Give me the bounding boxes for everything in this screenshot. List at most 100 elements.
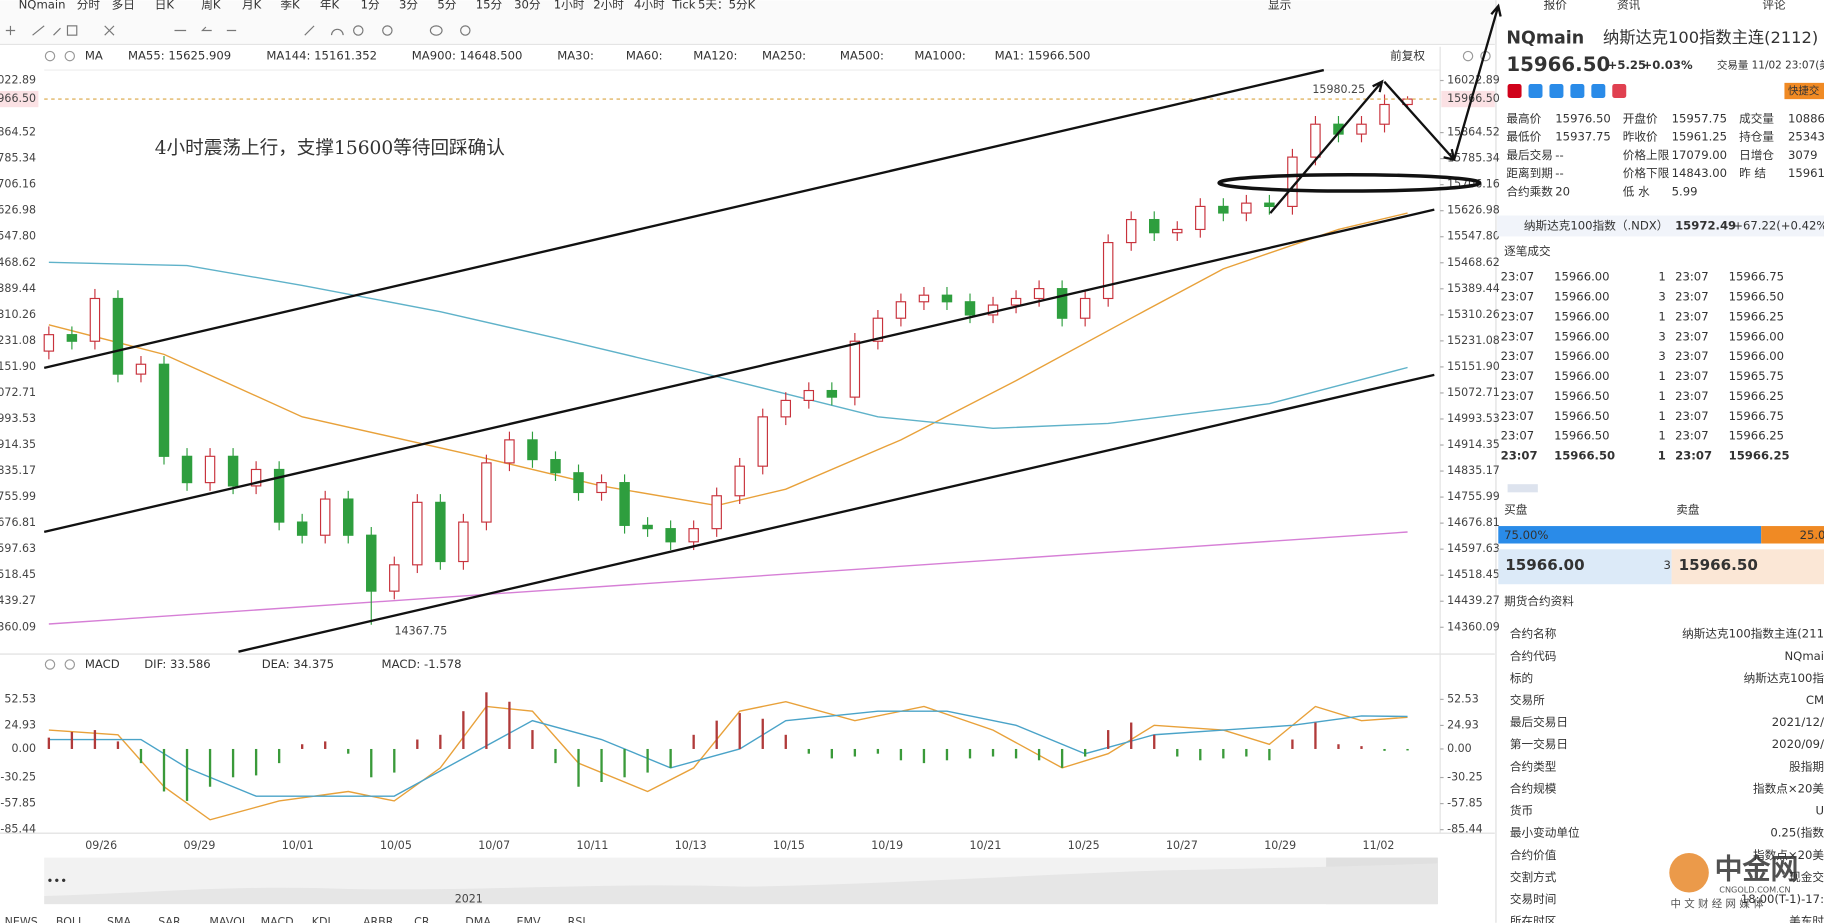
buy-pct: 75.00% — [1504, 528, 1548, 542]
share-icon[interactable] — [1507, 84, 1522, 98]
trade-price: 15966.00 — [1554, 309, 1609, 323]
period-tab[interactable]: 5天：5分K — [698, 0, 756, 11]
indicator-tab[interactable]: ARBR — [363, 916, 394, 923]
period-tab[interactable]: 日K — [155, 0, 175, 11]
last-price-label: 15966.50 — [1447, 92, 1500, 105]
share-icon[interactable] — [1570, 84, 1585, 98]
icon[interactable] — [353, 25, 364, 36]
period-tab[interactable]: 分时 — [77, 0, 101, 11]
symbol-tab[interactable]: NQmain — [19, 0, 66, 11]
candle-body — [642, 524, 653, 530]
tool-icons[interactable] — [5, 25, 471, 36]
indicator-tab[interactable]: SMA — [107, 916, 132, 923]
legend-entry: MA30: — [557, 49, 594, 63]
period-tab[interactable]: 周K — [201, 0, 221, 11]
indicator-tab[interactable]: MAVOL — [209, 916, 248, 923]
icon[interactable] — [382, 25, 393, 36]
icon[interactable] — [104, 25, 115, 36]
y-tick-label: -85.44 — [0, 823, 36, 836]
icon[interactable] — [174, 26, 237, 32]
panel-tab[interactable]: 报价 — [1544, 0, 1568, 11]
period-tab[interactable]: 月K — [242, 0, 262, 11]
icon[interactable] — [64, 659, 76, 670]
period-tab[interactable]: 多日 — [112, 0, 135, 11]
legend-entry: MA60: — [626, 49, 663, 63]
icon[interactable] — [64, 50, 76, 62]
period-tab[interactable]: 15分 — [476, 0, 503, 11]
indicator-tab[interactable]: RSI — [568, 916, 586, 923]
trade-time: 23:07 — [1501, 349, 1535, 363]
navigator-handle[interactable]: ••• — [47, 873, 68, 887]
buy-title: 买盘 — [1504, 502, 1528, 516]
trade-time: 23:07 — [1675, 329, 1709, 343]
section — [1497, 215, 1824, 237]
icon[interactable] — [304, 25, 344, 36]
period-tab[interactable]: 1分 — [361, 0, 380, 11]
share-icon[interactable] — [1549, 84, 1564, 98]
y-tick-label: 15310.26 — [0, 308, 36, 321]
trade-price: 15966.00 — [1554, 369, 1609, 383]
stat-label: 价格上限 — [1623, 148, 1670, 162]
y-tick-label: 14439.27 — [1447, 594, 1500, 607]
icon[interactable] — [5, 25, 16, 36]
stat-value: 5.99 — [1672, 184, 1698, 198]
indicator-line — [48, 531, 1408, 625]
icon[interactable] — [429, 25, 443, 36]
indicator-tab[interactable]: KDJ — [312, 916, 331, 923]
icon[interactable] — [44, 50, 56, 62]
icon[interactable] — [66, 25, 78, 36]
indicator-tab[interactable]: NEWS — [5, 916, 38, 923]
indicator-tab[interactable]: MACD — [261, 916, 294, 923]
scrollbar[interactable] — [1507, 484, 1538, 493]
adjust-button[interactable]: 前复权 — [1390, 49, 1425, 63]
indicator-tab[interactable]: DMA — [465, 916, 491, 923]
x-tick-label: 10/29 — [1264, 839, 1296, 852]
stat-value: -- — [1555, 166, 1563, 180]
candle-body — [1079, 297, 1091, 319]
period-tab[interactable]: 季K — [280, 0, 300, 11]
period-tab[interactable]: 2小时 — [593, 0, 624, 11]
trade-price: 15966.50 — [1554, 429, 1609, 443]
period-tab[interactable]: 30分 — [514, 0, 541, 11]
icon[interactable] — [32, 25, 61, 36]
ask-price: 15966.50 — [1679, 556, 1758, 574]
period-tab[interactable]: 年K — [320, 0, 340, 11]
trade-time: 23:07 — [1501, 369, 1535, 383]
quick-trade[interactable] — [1784, 82, 1824, 100]
y-tick-label: -57.85 — [1447, 797, 1483, 810]
candle-body — [250, 468, 262, 487]
quick-trade-label[interactable]: 快捷交 — [1788, 84, 1819, 97]
share-icon[interactable] — [1528, 84, 1543, 98]
icon[interactable] — [44, 659, 56, 670]
trade-price: 15966.00 — [1554, 329, 1609, 343]
y-tick-label: 24.93 — [4, 718, 36, 731]
y-tick-label: -30.25 — [0, 771, 36, 784]
y-tick-label: 14439.27 — [0, 594, 36, 607]
trade-time: 23:07 — [1675, 270, 1709, 284]
panel-tab[interactable]: 评论 — [1762, 0, 1786, 11]
trade-time: 23:07 — [1675, 309, 1709, 323]
share-icon[interactable] — [1612, 84, 1627, 98]
chart-tools[interactable] — [44, 50, 1491, 670]
indicator-tab[interactable]: CR — [414, 916, 430, 923]
candle-body — [1195, 205, 1206, 231]
y-tick-label: 24.93 — [1447, 718, 1479, 731]
panel-tab[interactable]: 资讯 — [1617, 0, 1641, 11]
y-tick-label: 15785.34 — [1447, 152, 1500, 165]
period-tab[interactable]: Tick — [671, 0, 695, 11]
period-tab[interactable]: 3分 — [399, 0, 418, 11]
index-name[interactable]: 纳斯达克100指数（.NDX） — [1524, 218, 1668, 232]
info-value: 18:00(T-1)-17: — [1741, 892, 1824, 906]
indicator-tab[interactable]: SAR — [158, 916, 181, 923]
period-tab[interactable]: 4小时 — [634, 0, 665, 11]
share-icon[interactable] — [1591, 84, 1606, 98]
stat-label: 价格下限 — [1623, 166, 1670, 180]
period-tab[interactable]: 5分 — [437, 0, 456, 11]
indicator-tab[interactable]: BOLL — [56, 916, 85, 923]
display-menu[interactable]: 显示 — [1268, 0, 1291, 11]
icon[interactable] — [1462, 50, 1474, 62]
period-tab[interactable]: 1小时 — [554, 0, 585, 11]
icon[interactable] — [460, 25, 471, 36]
last-price-tag — [0, 90, 39, 108]
indicator-tab[interactable]: EMV — [516, 916, 541, 923]
